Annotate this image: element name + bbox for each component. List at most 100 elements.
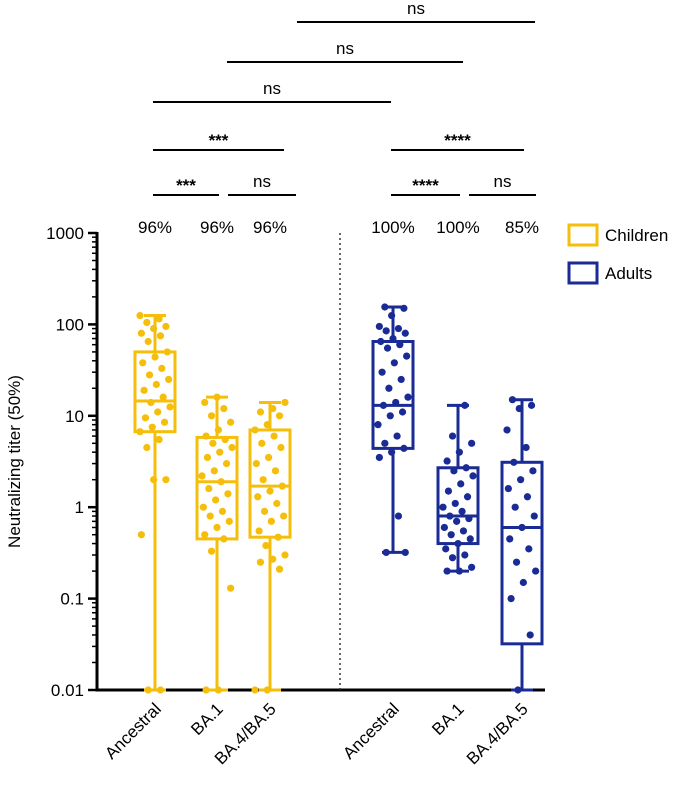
box-children-ancestral	[133, 311, 177, 694]
data-point	[461, 551, 469, 559]
data-point	[503, 426, 511, 434]
data-point	[392, 398, 400, 407]
data-point	[263, 421, 271, 429]
legend-item-children: Children	[567, 223, 668, 247]
sig-bracket: ***	[153, 176, 219, 196]
data-point	[269, 555, 277, 563]
data-point	[155, 315, 163, 323]
sig-bracket: ns	[469, 172, 536, 196]
box-iqr	[195, 435, 239, 541]
data-point	[451, 499, 459, 508]
data-point	[275, 412, 284, 420]
sig-bracket: ***	[153, 131, 284, 151]
box-iqr	[133, 350, 177, 434]
legend-swatch	[567, 261, 599, 285]
data-point	[220, 404, 228, 413]
data-point	[202, 432, 210, 440]
data-point	[140, 386, 148, 394]
data-point	[270, 432, 278, 440]
data-point	[529, 467, 537, 475]
data-point	[401, 548, 409, 557]
data-point	[162, 322, 170, 331]
data-point	[517, 476, 525, 484]
data-point	[465, 515, 473, 523]
sig-bracket: ****	[391, 176, 460, 196]
box-adults-ba-4-ba-5	[500, 396, 544, 694]
data-point	[275, 565, 284, 573]
data-point	[162, 476, 170, 484]
sig-label: ***	[176, 176, 196, 195]
data-point	[448, 554, 457, 562]
data-point	[439, 503, 447, 511]
data-point	[518, 523, 526, 532]
data-point	[225, 517, 233, 525]
data-point	[381, 303, 389, 311]
percent-label: 85%	[505, 218, 539, 237]
data-point	[454, 539, 462, 548]
data-point	[145, 371, 154, 379]
data-point	[209, 439, 217, 447]
data-point	[251, 426, 259, 434]
box-adults-ba-1	[436, 401, 480, 575]
data-point	[160, 418, 169, 426]
data-point	[508, 396, 517, 404]
data-point	[252, 459, 260, 468]
percent-label: 96%	[253, 218, 287, 237]
data-point	[207, 547, 216, 555]
data-point	[206, 512, 214, 520]
data-point	[221, 435, 229, 444]
data-point	[216, 448, 224, 456]
data-point	[222, 459, 231, 468]
data-point	[527, 401, 536, 409]
data-point	[258, 439, 266, 447]
data-point	[148, 423, 156, 431]
data-point	[267, 517, 275, 525]
data-point	[256, 558, 265, 566]
data-point	[442, 545, 450, 553]
percent-label: 96%	[200, 218, 234, 237]
data-point	[450, 467, 458, 475]
data-point	[446, 512, 454, 520]
data-point	[453, 517, 461, 525]
data-point	[202, 686, 210, 694]
data-point	[166, 403, 174, 411]
data-point	[514, 686, 522, 694]
data-point	[386, 412, 394, 420]
plot-area	[133, 303, 544, 694]
data-point	[383, 344, 392, 352]
data-point	[400, 304, 408, 312]
category-label: BA.1	[187, 699, 226, 738]
box-children-ba-4-ba-5	[248, 398, 292, 694]
data-point	[277, 443, 285, 452]
data-point	[458, 507, 466, 515]
y-axis-title: Neutralizing titer (50%)	[5, 375, 24, 548]
data-point	[455, 448, 463, 456]
data-point	[269, 404, 277, 413]
data-point	[463, 493, 472, 501]
data-point	[165, 375, 173, 384]
category-label: Ancestral	[101, 699, 165, 763]
data-point	[504, 484, 512, 493]
data-point	[163, 348, 171, 356]
data-point	[213, 523, 221, 532]
legend-item-adults: Adults	[567, 261, 652, 285]
data-point	[220, 535, 228, 543]
box-adults-ancestral	[371, 303, 415, 557]
data-point	[404, 393, 412, 401]
data-point	[141, 414, 150, 422]
data-point	[205, 484, 213, 493]
data-point	[278, 482, 286, 490]
data-point	[459, 527, 468, 535]
data-point	[136, 311, 144, 320]
y-tick-label: 1	[75, 498, 84, 517]
data-point	[400, 444, 408, 452]
data-point	[466, 535, 474, 543]
data-point	[461, 401, 469, 409]
data-point	[394, 512, 403, 520]
percent-labels: 96% 96% 96% 100% 100% 85%	[138, 218, 539, 237]
data-point	[440, 523, 448, 532]
data-point	[143, 318, 151, 327]
data-point	[158, 364, 166, 373]
data-point	[507, 595, 515, 603]
